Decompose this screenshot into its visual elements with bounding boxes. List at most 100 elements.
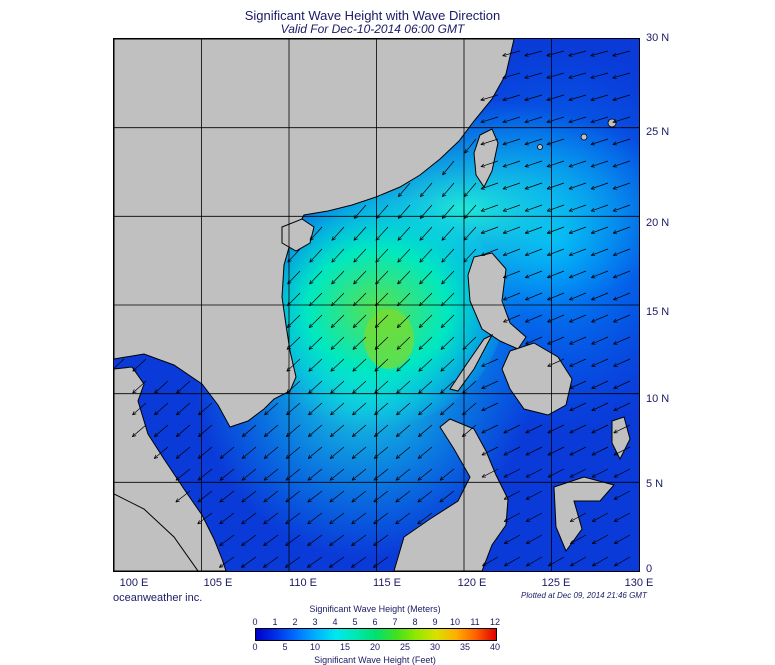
wave-arrow <box>375 248 389 263</box>
wave-arrow <box>374 402 389 416</box>
wave-arrow <box>613 292 631 301</box>
wave-arrow <box>524 116 543 124</box>
wave-arrow <box>285 512 301 525</box>
wave-arrow <box>568 116 587 124</box>
wave-arrow <box>307 490 323 503</box>
wave-arrow <box>418 380 433 394</box>
wave-arrow <box>591 380 609 389</box>
wave-arrow <box>219 468 235 481</box>
wave-arrow <box>373 490 389 503</box>
wave-arrow <box>612 182 631 190</box>
wave-arrow <box>330 314 345 328</box>
lat-label-25n: 25 N <box>646 126 670 138</box>
wave-arrow <box>613 314 631 323</box>
wave-arrow <box>613 512 631 522</box>
wave-arrow <box>375 226 389 241</box>
wave-arrow <box>480 94 499 102</box>
wave-arrow <box>481 424 499 434</box>
wave-arrow <box>591 468 609 478</box>
wave-arrow <box>153 446 169 459</box>
wave-arrow <box>308 336 323 350</box>
wave-arrow <box>547 292 565 301</box>
wave-arrow <box>524 226 543 234</box>
wave-arrow <box>547 270 565 279</box>
land-mainland <box>114 39 515 428</box>
land-mindanao <box>501 342 573 416</box>
wave-arrow <box>613 270 631 279</box>
wave-arrow <box>525 468 543 478</box>
wave-arrow <box>546 50 565 57</box>
colorbar-meters-tick: 1 <box>272 617 278 627</box>
colorbar-feet-tick: 15 <box>339 642 350 652</box>
wave-arrow <box>548 556 565 567</box>
wave-arrow <box>308 314 323 328</box>
wave-arrow <box>197 490 213 503</box>
colorbar-meters-tick: 2 <box>292 617 298 627</box>
wave-arrow <box>503 270 521 279</box>
wave-arrow <box>612 204 631 212</box>
wave-arrow <box>547 358 565 367</box>
wave-arrow <box>219 556 235 568</box>
wave-arrow <box>463 248 477 263</box>
wave-arrow <box>525 446 543 456</box>
wave-arrow <box>590 182 609 190</box>
wave-arrow <box>287 248 301 263</box>
wave-arrow <box>526 556 543 567</box>
colorbar-feet-tick: 20 <box>369 642 380 652</box>
credit-text: oceanweather inc. <box>113 592 203 604</box>
wave-arrow <box>309 270 323 285</box>
wave-arrow <box>481 380 499 389</box>
wave-arrow <box>441 248 455 263</box>
wave-arrow <box>307 424 323 438</box>
wave-arrow <box>590 116 609 124</box>
wave-arrow <box>308 358 323 372</box>
wave-arrow <box>525 512 543 522</box>
wave-arrow <box>569 380 587 389</box>
wave-arrow <box>154 402 169 416</box>
wave-arrow <box>286 336 301 350</box>
wave-arrow <box>419 292 433 307</box>
wave-arrow <box>591 424 609 434</box>
wave-arrow <box>308 380 323 394</box>
wave-arrow <box>351 556 367 568</box>
wave-arrow <box>132 380 147 394</box>
wave-arrow <box>419 248 433 263</box>
wave-arrow <box>547 424 565 434</box>
wave-arrow <box>613 424 631 434</box>
wave-arrow <box>419 226 433 241</box>
wave-arrow <box>569 270 587 279</box>
wave-arrow <box>353 270 367 285</box>
wave-arrow <box>547 336 565 345</box>
wave-arrow <box>503 490 521 500</box>
wave-arrow <box>373 534 389 547</box>
wave-arrow <box>590 226 609 234</box>
wave-direction-arrows <box>114 50 631 568</box>
wave-arrow <box>613 358 631 367</box>
colorbar-meters-tick: 3 <box>312 617 318 627</box>
wave-arrow <box>503 292 521 301</box>
wave-arrow <box>198 402 213 416</box>
wave-arrow <box>417 424 433 438</box>
wave-arrow <box>568 248 587 257</box>
wave-arrow <box>331 226 345 241</box>
land-borneo <box>393 418 509 571</box>
wave-arrow <box>352 358 367 372</box>
wave-arrow <box>329 446 345 459</box>
colorbar-feet-tick: 30 <box>429 642 440 652</box>
wave-arrow <box>613 446 631 456</box>
wave-arrow <box>592 556 609 567</box>
wave-arrow <box>374 358 389 372</box>
wave-arrow <box>351 468 367 481</box>
wave-arrow <box>263 556 279 568</box>
chart-title: Significant Wave Height with Wave Direct… <box>244 8 501 23</box>
lat-label-15n: 15 N <box>646 306 670 318</box>
wave-arrow <box>175 490 191 503</box>
wave-arrow <box>591 446 609 456</box>
wave-arrow <box>569 336 587 345</box>
wave-arrow <box>463 182 477 198</box>
wave-arrow <box>396 358 411 372</box>
wave-arrow <box>397 270 411 285</box>
wave-arrow <box>418 336 433 350</box>
wave-arrow <box>591 534 609 545</box>
wave-arrow <box>568 226 587 234</box>
